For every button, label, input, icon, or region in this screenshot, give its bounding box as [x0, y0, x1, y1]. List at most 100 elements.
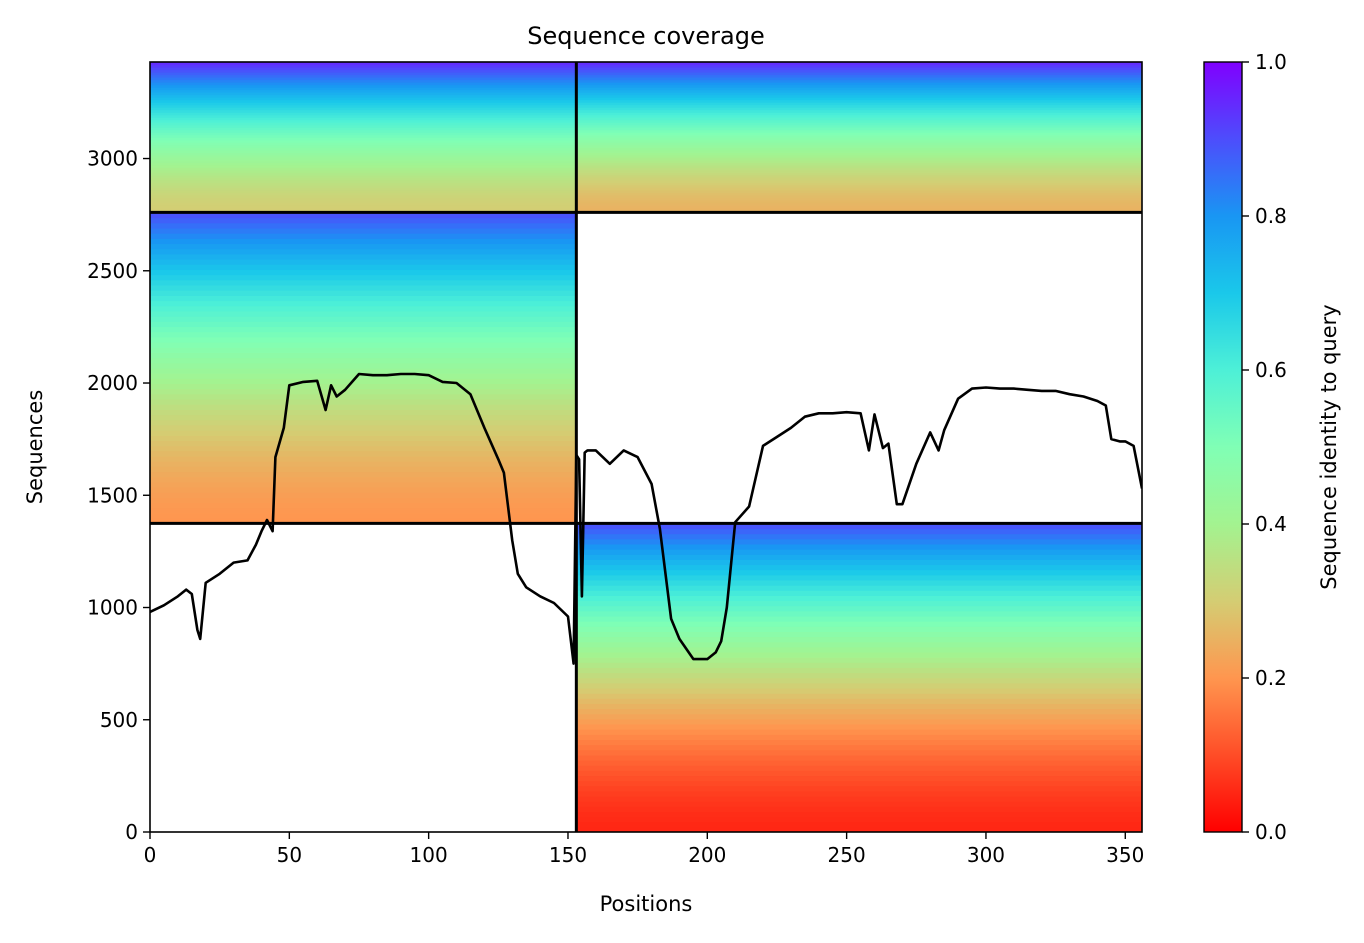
- identity-band: [576, 129, 1142, 133]
- identity-band: [150, 207, 577, 211]
- identity-band: [576, 523, 1142, 530]
- identity-band: [150, 147, 577, 151]
- identity-band: [576, 759, 1142, 766]
- identity-band: [576, 682, 1142, 689]
- identity-band: [150, 233, 577, 239]
- identity-band: [576, 187, 1142, 191]
- identity-band: [150, 362, 577, 369]
- identity-band: [576, 826, 1142, 832]
- coverage-line: [150, 372, 1142, 665]
- identity-band: [150, 67, 577, 71]
- identity-band: [150, 89, 577, 93]
- identity-band: [576, 698, 1142, 704]
- identity-band: [150, 243, 577, 250]
- identity-band: [150, 69, 577, 73]
- identity-band: [576, 734, 1142, 740]
- identity-band: [150, 518, 577, 524]
- identity-band: [150, 182, 577, 186]
- identity-band: [150, 177, 577, 181]
- identity-band: [576, 152, 1142, 156]
- identity-band: [576, 559, 1142, 566]
- identity-band: [150, 487, 577, 493]
- identity-band: [576, 192, 1142, 196]
- y-tick-label: 1500: [87, 483, 138, 507]
- identity-band: [150, 497, 577, 504]
- identity-band: [150, 269, 577, 276]
- identity-band: [150, 189, 577, 193]
- identity-band: [576, 119, 1142, 123]
- identity-band: [150, 481, 577, 488]
- colorbar-tick-label: 0.6: [1255, 358, 1287, 382]
- identity-band: [150, 62, 577, 66]
- identity-band: [576, 749, 1142, 756]
- identity-band: [576, 77, 1142, 81]
- identity-band: [576, 177, 1142, 181]
- identity-band: [576, 87, 1142, 91]
- identity-band: [150, 92, 577, 96]
- identity-band: [150, 172, 577, 176]
- identity-band: [576, 713, 1142, 720]
- identity-band: [150, 430, 577, 436]
- identity-band: [576, 574, 1142, 581]
- identity-band: [576, 132, 1142, 136]
- identity-band: [150, 238, 577, 245]
- identity-band: [150, 152, 577, 156]
- identity-band: [150, 217, 577, 224]
- identity-band: [576, 687, 1142, 694]
- identity-band: [150, 409, 577, 416]
- identity-band: [150, 127, 577, 131]
- identity-band: [576, 621, 1142, 627]
- identity-band: [150, 476, 577, 483]
- identity-band: [576, 775, 1142, 782]
- identity-band: [150, 331, 577, 338]
- y-tick-label: 0: [125, 820, 138, 844]
- identity-band: [150, 347, 577, 353]
- identity-band: [576, 82, 1142, 86]
- identity-band: [576, 765, 1142, 771]
- identity-band: [576, 189, 1142, 193]
- colorbar-tick-label: 0.8: [1255, 204, 1287, 228]
- identity-band: [576, 662, 1142, 668]
- identity-band: [150, 512, 577, 519]
- identity-band: [576, 770, 1142, 777]
- identity-band: [150, 184, 577, 188]
- identity-band: [150, 450, 577, 457]
- identity-band: [576, 780, 1142, 787]
- identity-band: [576, 122, 1142, 126]
- identity-band: [576, 182, 1142, 186]
- identity-band: [576, 636, 1142, 643]
- identity-band: [150, 310, 577, 317]
- identity-band: [150, 169, 577, 173]
- identity-band: [576, 816, 1142, 823]
- x-tick-label: 100: [410, 843, 448, 867]
- identity-band: [576, 79, 1142, 83]
- identity-band: [150, 341, 577, 348]
- identity-band: [576, 610, 1142, 617]
- identity-band: [576, 149, 1142, 153]
- identity-band: [576, 615, 1142, 622]
- x-tick-label: 150: [549, 843, 587, 867]
- identity-band: [150, 204, 577, 208]
- identity-band: [150, 192, 577, 196]
- identity-band: [576, 600, 1142, 607]
- identity-band: [150, 419, 577, 426]
- identity-band: [576, 754, 1142, 761]
- identity-band: [576, 739, 1142, 746]
- identity-band: [576, 667, 1142, 674]
- identity-band: [150, 435, 577, 442]
- identity-band: [576, 651, 1142, 658]
- plot-frame: [149, 61, 1143, 833]
- identity-band: [150, 274, 577, 281]
- identity-band: [150, 112, 577, 116]
- identity-band: [576, 821, 1142, 828]
- identity-band: [576, 549, 1142, 555]
- block-dividers: [150, 62, 1142, 832]
- identity-band: [576, 74, 1142, 78]
- identity-band: [150, 99, 577, 103]
- identity-band: [576, 157, 1142, 161]
- identity-band: [150, 264, 577, 271]
- identity-band: [150, 202, 577, 206]
- identity-band: [576, 112, 1142, 116]
- identity-band: [576, 202, 1142, 206]
